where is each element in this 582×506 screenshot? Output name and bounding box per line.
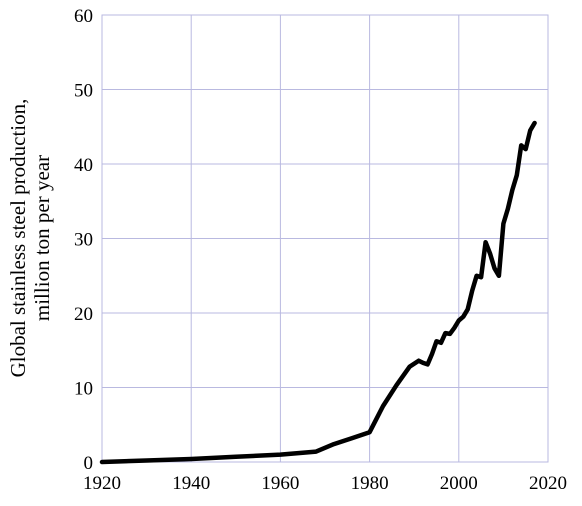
y-tick-label: 60 — [74, 6, 93, 27]
x-tick-label: 1920 — [83, 473, 121, 494]
y-tick-label: 40 — [74, 155, 93, 176]
y-axis-title-line-1: Global stainless steel production, — [6, 99, 30, 378]
y-tick-label: 10 — [74, 379, 93, 400]
x-axis: 1920 1940 1960 1980 2000 2020 — [83, 473, 567, 494]
x-tick-label: 2020 — [529, 473, 567, 494]
y-tick-label: 0 — [84, 453, 94, 474]
series-line — [99, 120, 537, 465]
x-tick-label: 1980 — [351, 473, 389, 494]
y-tick-label: 20 — [74, 304, 93, 325]
y-tick-label: 30 — [74, 230, 93, 251]
series-group — [99, 120, 537, 465]
x-tick-label: 1960 — [261, 473, 299, 494]
y-tick-label: 50 — [74, 81, 93, 102]
plot-area-border — [101, 14, 549, 463]
x-tick-label: 1940 — [172, 473, 210, 494]
y-axis-title: Global stainless steel production, milli… — [6, 99, 54, 378]
grid — [102, 15, 548, 462]
x-tick-label: 2000 — [440, 473, 478, 494]
y-axis-title-line-2: million ton per year — [30, 155, 54, 321]
y-axis: 0 10 20 30 40 50 60 — [74, 6, 93, 474]
